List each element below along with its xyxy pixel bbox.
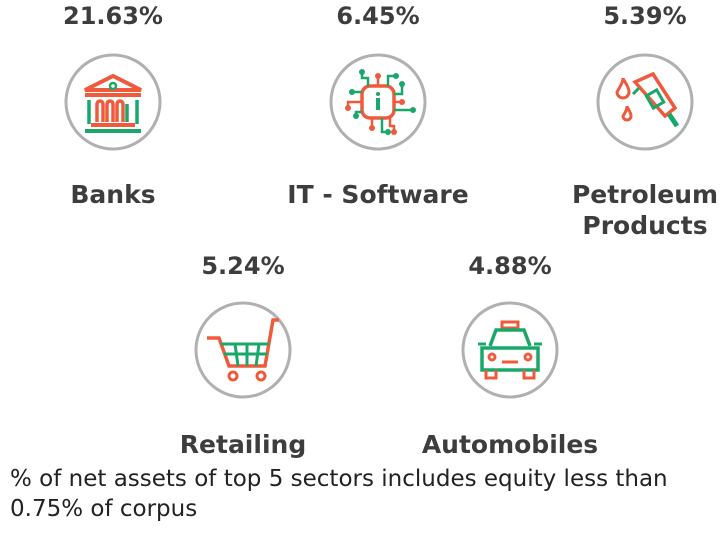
footnote: % of net assets of top 5 sectors include…: [10, 466, 668, 522]
it-software-label: IT - Software: [287, 180, 469, 209]
automobiles-label: Automobiles: [421, 430, 599, 459]
it-software-percent: 6.45%: [336, 2, 420, 30]
shopping-cart-icon: [194, 301, 292, 399]
banks-label: Banks: [70, 180, 156, 209]
car-icon: [461, 301, 559, 399]
bank-icon: [64, 53, 162, 151]
petroleum-percent: 5.39%: [603, 2, 687, 30]
fuel-nozzle-icon: [596, 53, 694, 151]
circuit-chip-icon: [329, 53, 427, 151]
petroleum-label: Petroleum Products: [571, 180, 719, 240]
automobiles-percent: 4.88%: [468, 252, 552, 280]
retailing-label: Retailing: [179, 430, 307, 459]
banks-percent: 21.63%: [63, 2, 163, 30]
retailing-percent: 5.24%: [201, 252, 285, 280]
